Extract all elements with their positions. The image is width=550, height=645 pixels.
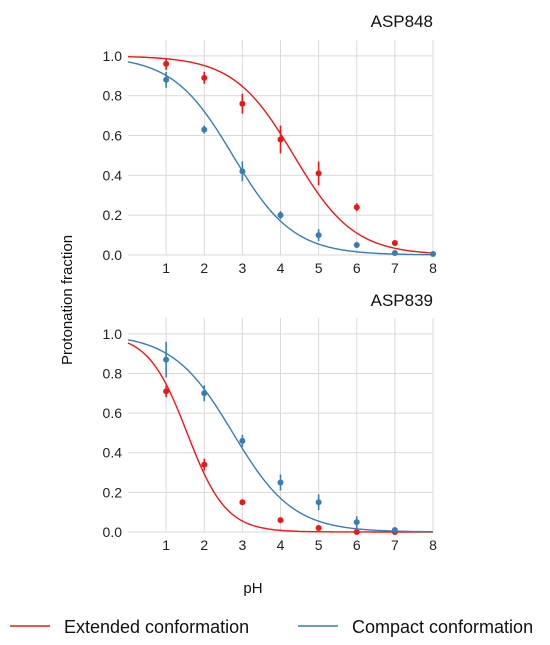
extended-conformation-data-point xyxy=(315,170,322,177)
compact-conformation-data-point xyxy=(430,251,436,258)
y-tick-label: 0.8 xyxy=(103,365,123,381)
y-tick-label: 1.0 xyxy=(103,48,123,64)
extended-conformation-data-point xyxy=(239,100,246,107)
compact-conformation-data-point xyxy=(353,519,360,526)
compact-conformation-data-point xyxy=(353,242,360,249)
x-tick-label: 5 xyxy=(315,537,323,553)
extended-conformation-data-point xyxy=(315,525,322,532)
x-tick-label: 7 xyxy=(391,260,399,276)
extended-conformation-data-point xyxy=(353,529,360,535)
extended-conformation-legend-label: Extended conformation xyxy=(64,617,249,637)
x-tick-label: 2 xyxy=(200,260,208,276)
y-tick-label: 0.8 xyxy=(103,88,123,104)
y-tick-label: 0.0 xyxy=(103,247,123,263)
y-tick-label: 1.0 xyxy=(103,326,123,342)
extended-conformation-data-point xyxy=(391,240,398,247)
y-tick-label: 0.6 xyxy=(103,128,123,144)
x-tick-label: 7 xyxy=(391,537,399,553)
compact-conformation-data-point xyxy=(163,76,170,83)
x-tick-label: 4 xyxy=(277,260,285,276)
compact-conformation-data-point xyxy=(315,232,322,239)
compact-conformation-data-point xyxy=(391,250,398,257)
compact-conformation-data-point xyxy=(163,356,170,363)
x-tick-label: 4 xyxy=(277,537,285,553)
y-tick-label: 0.4 xyxy=(103,445,123,461)
y-tick-label: 0.4 xyxy=(103,167,123,183)
compact-conformation-data-point xyxy=(277,212,284,219)
compact-conformation-data-point xyxy=(277,479,284,486)
extended-conformation-data-point xyxy=(239,499,246,506)
extended-conformation-data-point xyxy=(353,204,360,211)
y-tick-label: 0.0 xyxy=(103,524,123,540)
compact-conformation-data-point xyxy=(391,527,398,534)
compact-conformation-legend-label: Compact conformation xyxy=(352,617,533,637)
x-tick-label: 1 xyxy=(162,537,170,553)
y-tick-label: 0.2 xyxy=(103,484,123,500)
compact-conformation-data-point xyxy=(315,499,322,506)
extended-conformation-data-point xyxy=(277,517,284,524)
extended-conformation-data-point xyxy=(277,136,284,143)
x-tick-label: 3 xyxy=(238,537,246,553)
x-axis-title: pH xyxy=(243,580,262,597)
extended-conformation-data-point xyxy=(201,74,208,81)
compact-conformation-data-point xyxy=(201,390,208,397)
compact-conformation-data-point xyxy=(239,437,246,444)
x-tick-label: 1 xyxy=(162,260,170,276)
panel-asp848: 1 2 3 4 5 6 7 8 0.0 0.2 0.4 0.6 0.8 1.0 ASP848 xyxy=(103,12,438,276)
compact-conformation-fit-line xyxy=(127,339,434,533)
x-tick-label: 2 xyxy=(200,537,208,553)
x-tick-label: 6 xyxy=(353,537,361,553)
y-tick-label: 0.6 xyxy=(103,405,123,421)
panel-title: ASP839 xyxy=(371,291,433,310)
panel-title: ASP848 xyxy=(371,12,433,31)
compact-conformation-data-point xyxy=(201,126,208,133)
panel-asp839: 1 2 3 4 5 6 7 8 0.0 0.2 0.4 0.6 0.8 1.0 ASP839 xyxy=(103,291,438,553)
extended-conformation-fit-line xyxy=(127,342,433,533)
y-axis-title: Protonation fraction xyxy=(59,235,76,365)
x-tick-label: 8 xyxy=(429,260,437,276)
compact-conformation-fit-line xyxy=(127,61,434,256)
x-tick-label: 3 xyxy=(238,260,246,276)
y-tick-label: 0.2 xyxy=(103,207,123,223)
x-tick-label: 5 xyxy=(315,260,323,276)
x-tick-label: 6 xyxy=(353,260,361,276)
extended-conformation-data-point xyxy=(201,461,208,468)
extended-conformation-data-point xyxy=(163,388,170,395)
x-tick-label: 8 xyxy=(429,537,437,553)
compact-conformation-data-point xyxy=(239,168,246,175)
extended-conformation-data-point xyxy=(163,60,170,67)
legend: Extended conformation Compact conformatio… xyxy=(10,617,533,637)
